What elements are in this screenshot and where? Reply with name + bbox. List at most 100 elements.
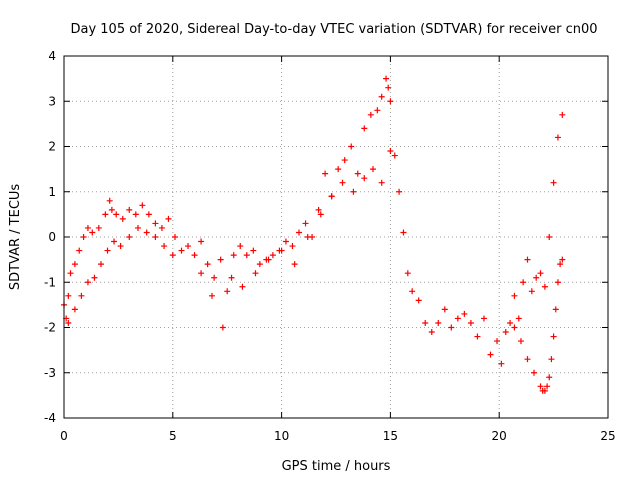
data-point: [304, 234, 311, 240]
data-point: [422, 319, 429, 326]
data-point: [546, 374, 553, 381]
x-tick-label: 25: [600, 429, 615, 443]
data-point: [208, 292, 215, 299]
data-point: [65, 292, 72, 299]
data-point: [487, 351, 494, 358]
data-point: [71, 261, 78, 268]
data-point: [145, 211, 152, 218]
data-point: [467, 319, 474, 326]
data-point: [97, 261, 104, 268]
data-point: [517, 338, 524, 345]
data-point: [369, 166, 376, 173]
data-point: [198, 270, 205, 277]
data-point: [374, 107, 381, 114]
data-point: [474, 333, 481, 340]
data-point: [282, 238, 289, 245]
data-point: [113, 211, 120, 218]
data-point: [126, 206, 133, 213]
data-point: [65, 319, 72, 326]
x-tick-label: 0: [60, 429, 68, 443]
data-point: [511, 324, 518, 331]
data-point: [143, 229, 150, 236]
data-point: [559, 256, 566, 263]
data-point: [317, 211, 324, 218]
x-axis-label: GPS time / hours: [282, 459, 391, 474]
data-point: [76, 247, 83, 254]
data-point: [169, 252, 176, 259]
data-point: [239, 283, 246, 290]
data-point: [71, 306, 78, 313]
data-point: [378, 93, 385, 100]
data-point: [80, 234, 87, 240]
y-axis-label: SDTVAR / TECUs: [8, 184, 23, 291]
x-tick-label: 10: [274, 429, 289, 443]
y-tick-label: 0: [48, 230, 56, 244]
data-point: [191, 252, 198, 259]
data-point: [161, 243, 168, 250]
data-point: [409, 288, 416, 295]
data-point: [328, 193, 335, 200]
data-point: [211, 274, 218, 281]
data-point: [378, 179, 385, 186]
data-point: [537, 270, 544, 277]
data-point: [322, 170, 329, 177]
data-point: [95, 224, 102, 231]
data-point: [533, 274, 540, 281]
data-point: [198, 238, 205, 245]
data-point: [554, 134, 561, 141]
data-point: [524, 356, 531, 363]
data-point: [152, 220, 159, 227]
data-point: [544, 383, 551, 390]
chart-title: Day 105 of 2020, Sidereal Day-to-day VTE…: [70, 22, 597, 37]
data-point: [89, 229, 96, 236]
data-point: [550, 179, 557, 186]
y-tick-label: -4: [44, 411, 56, 425]
data-point: [291, 261, 298, 268]
grid: [64, 56, 608, 418]
data-point: [387, 148, 394, 155]
data-point: [391, 152, 398, 159]
data-series: [61, 75, 566, 394]
data-point: [385, 84, 392, 91]
x-tick-label: 20: [492, 429, 507, 443]
data-point: [102, 211, 109, 218]
y-tick-label: -2: [44, 321, 56, 335]
data-point: [554, 279, 561, 286]
data-point: [383, 75, 390, 82]
data-point: [111, 238, 118, 245]
data-point: [435, 319, 442, 326]
data-point: [559, 111, 566, 118]
data-point: [550, 333, 557, 340]
data-point: [119, 215, 126, 222]
data-point: [252, 270, 259, 277]
data-point: [557, 261, 564, 268]
data-point: [158, 224, 165, 231]
data-point: [498, 360, 505, 367]
data-point: [515, 315, 522, 322]
data-point: [541, 387, 548, 394]
data-point: [228, 274, 235, 281]
plot-frame: [63, 55, 609, 419]
data-point: [537, 383, 544, 390]
y-tick-label: 3: [48, 94, 56, 108]
data-point: [278, 247, 285, 254]
data-point: [237, 243, 244, 250]
data-point: [204, 261, 211, 268]
data-point: [528, 288, 535, 295]
data-point: [230, 252, 237, 259]
data-point: [428, 329, 435, 336]
data-point: [341, 157, 348, 164]
y-tick-label: -3: [44, 366, 56, 380]
data-point: [217, 256, 224, 263]
y-tick-label: 1: [48, 185, 56, 199]
x-tick-label: 15: [383, 429, 398, 443]
data-point: [296, 229, 303, 236]
data-point: [396, 188, 403, 195]
data-point: [480, 315, 487, 322]
tick-labels: 0 5 10 15 20 25 -4 -3 -2 -1 0 1 2 3 4: [44, 49, 616, 443]
data-point: [117, 243, 124, 250]
x-tick-label: 5: [169, 429, 177, 443]
data-point: [524, 256, 531, 263]
data-point: [78, 292, 85, 299]
